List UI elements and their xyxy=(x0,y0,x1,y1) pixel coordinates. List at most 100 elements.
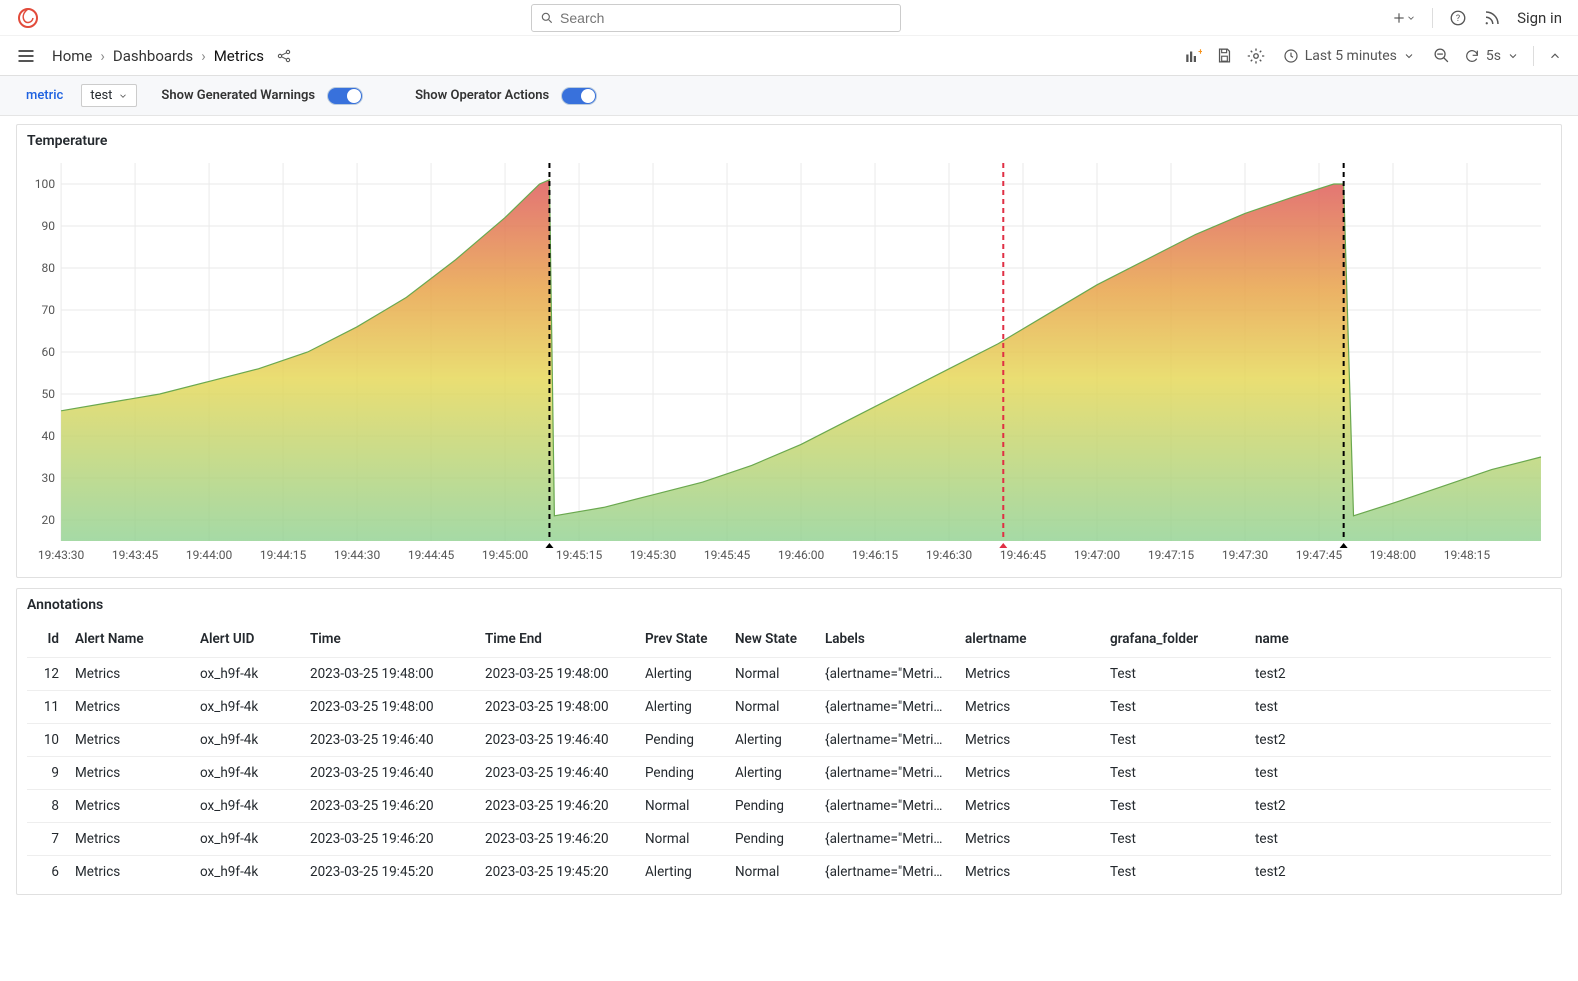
table-cell: 2023-03-25 19:48:00 xyxy=(302,691,477,724)
table-cell: Metrics xyxy=(957,658,1102,691)
table-cell: 2023-03-25 19:48:00 xyxy=(302,658,477,691)
add-button[interactable] xyxy=(1392,11,1416,25)
table-cell: 2023-03-25 19:46:40 xyxy=(477,757,637,790)
svg-text:19:46:00: 19:46:00 xyxy=(778,548,825,562)
table-header[interactable]: Labels xyxy=(817,621,957,658)
table-row[interactable]: 10Metricsox_h9f-4k2023-03-25 19:46:40202… xyxy=(27,724,1551,757)
table-cell: {alertname="Metric... xyxy=(817,790,957,823)
table-cell: 8 xyxy=(27,790,67,823)
table-cell: Metrics xyxy=(957,856,1102,889)
chart-area[interactable]: 203040506070809010019:43:3019:43:4519:44… xyxy=(17,157,1561,577)
svg-text:19:43:30: 19:43:30 xyxy=(38,548,85,562)
add-panel-icon[interactable]: + xyxy=(1184,47,1202,65)
svg-text:19:47:00: 19:47:00 xyxy=(1074,548,1121,562)
table-cell: {alertname="Metric... xyxy=(817,658,957,691)
controlbar: metric test Show Generated Warnings Show… xyxy=(0,76,1578,116)
table-cell: 10 xyxy=(27,724,67,757)
table-cell: {alertname="Metric... xyxy=(817,823,957,856)
table-cell: ox_h9f-4k xyxy=(192,856,302,889)
table-cell: {alertname="Metric... xyxy=(817,757,957,790)
table-header[interactable]: Alert Name xyxy=(67,621,192,658)
table-cell: 2023-03-25 19:46:40 xyxy=(302,757,477,790)
dashboard-tools: + Last 5 minutes 5s xyxy=(1184,46,1562,66)
breadcrumb-item[interactable]: Home xyxy=(52,47,92,65)
table-header[interactable]: Time End xyxy=(477,621,637,658)
table-cell: 12 xyxy=(27,658,67,691)
panels-area: Temperature 203040506070809010019:43:301… xyxy=(0,116,1578,913)
svg-text:?: ? xyxy=(1456,14,1460,24)
table-row[interactable]: 6Metricsox_h9f-4k2023-03-25 19:45:202023… xyxy=(27,856,1551,889)
table-header[interactable]: Time xyxy=(302,621,477,658)
panel-title[interactable]: Temperature xyxy=(17,125,1561,157)
svg-text:19:45:00: 19:45:00 xyxy=(482,548,529,562)
table-cell: Metrics xyxy=(957,823,1102,856)
grafana-logo-icon[interactable] xyxy=(16,6,40,30)
table-row[interactable]: 12Metricsox_h9f-4k2023-03-25 19:48:00202… xyxy=(27,658,1551,691)
svg-text:90: 90 xyxy=(42,219,56,233)
breadcrumb-item[interactable]: Metrics xyxy=(214,47,264,65)
table-cell: Alerting xyxy=(637,658,727,691)
table-cell: 2023-03-25 19:48:00 xyxy=(477,691,637,724)
table-header[interactable]: alertname xyxy=(957,621,1102,658)
table-cell: Test xyxy=(1102,724,1247,757)
table-cell: Metrics xyxy=(67,658,192,691)
table-header[interactable]: Prev State xyxy=(637,621,727,658)
table-cell: Metrics xyxy=(957,790,1102,823)
operator-toggle-label: Show Operator Actions xyxy=(415,88,549,103)
table-header[interactable]: New State xyxy=(727,621,817,658)
temperature-panel: Temperature 203040506070809010019:43:301… xyxy=(16,124,1562,578)
svg-text:19:47:45: 19:47:45 xyxy=(1296,548,1343,562)
breadcrumb-sep: › xyxy=(201,47,206,65)
share-icon[interactable] xyxy=(276,48,292,64)
chevron-down-icon xyxy=(118,91,128,101)
svg-text:19:48:15: 19:48:15 xyxy=(1444,548,1491,562)
table-cell: Metrics xyxy=(957,724,1102,757)
table-header[interactable]: Alert UID xyxy=(192,621,302,658)
chevron-down-icon xyxy=(1403,50,1415,62)
divider xyxy=(1432,8,1433,28)
svg-text:80: 80 xyxy=(42,261,56,275)
table-header[interactable]: grafana_folder xyxy=(1102,621,1247,658)
table-cell: 9 xyxy=(27,757,67,790)
table-row[interactable]: 11Metricsox_h9f-4k2023-03-25 19:48:00202… xyxy=(27,691,1551,724)
breadcrumb-item[interactable]: Dashboards xyxy=(113,47,193,65)
table-row[interactable]: 9Metricsox_h9f-4k2023-03-25 19:46:402023… xyxy=(27,757,1551,790)
gear-icon[interactable] xyxy=(1247,47,1265,65)
save-icon[interactable] xyxy=(1216,47,1233,64)
signin-link[interactable]: Sign in xyxy=(1517,9,1562,27)
table-row[interactable]: 7Metricsox_h9f-4k2023-03-25 19:46:202023… xyxy=(27,823,1551,856)
table-row[interactable]: 8Metricsox_h9f-4k2023-03-25 19:46:202023… xyxy=(27,790,1551,823)
svg-text:19:44:30: 19:44:30 xyxy=(334,548,381,562)
rss-icon[interactable] xyxy=(1483,9,1501,27)
svg-text:50: 50 xyxy=(42,387,56,401)
table-cell: Normal xyxy=(637,790,727,823)
table-cell: Pending xyxy=(727,823,817,856)
table-cell: Test xyxy=(1102,823,1247,856)
table-cell: 6 xyxy=(27,856,67,889)
table-cell: ox_h9f-4k xyxy=(192,691,302,724)
refresh-button[interactable]: 5s xyxy=(1464,48,1519,64)
search-input-wrap[interactable] xyxy=(531,4,901,32)
table-cell: test2 xyxy=(1247,724,1551,757)
table-cell: 2023-03-25 19:46:40 xyxy=(302,724,477,757)
annotations-table: IdAlert NameAlert UIDTimeTime EndPrev St… xyxy=(27,621,1551,888)
menu-icon[interactable] xyxy=(16,46,36,66)
svg-text:19:45:30: 19:45:30 xyxy=(630,548,677,562)
panel-title[interactable]: Annotations xyxy=(17,589,1561,621)
table-header[interactable]: name xyxy=(1247,621,1551,658)
svg-text:20: 20 xyxy=(42,513,56,527)
help-icon[interactable]: ? xyxy=(1449,9,1467,27)
refresh-interval-label: 5s xyxy=(1486,48,1501,64)
zoom-out-icon[interactable] xyxy=(1433,47,1450,64)
kiosk-icon[interactable] xyxy=(1548,49,1562,63)
warnings-toggle[interactable] xyxy=(327,87,363,105)
operator-toggle[interactable] xyxy=(561,87,597,105)
time-picker[interactable]: Last 5 minutes xyxy=(1279,46,1419,66)
secondbar: Home›Dashboards›Metrics + Last 5 minutes… xyxy=(0,36,1578,76)
metric-select[interactable]: test xyxy=(81,84,137,107)
table-cell: Normal xyxy=(637,823,727,856)
search-input[interactable] xyxy=(560,10,892,26)
table-cell: Normal xyxy=(727,658,817,691)
table-cell: {alertname="Metric... xyxy=(817,724,957,757)
table-header[interactable]: Id xyxy=(27,621,67,658)
